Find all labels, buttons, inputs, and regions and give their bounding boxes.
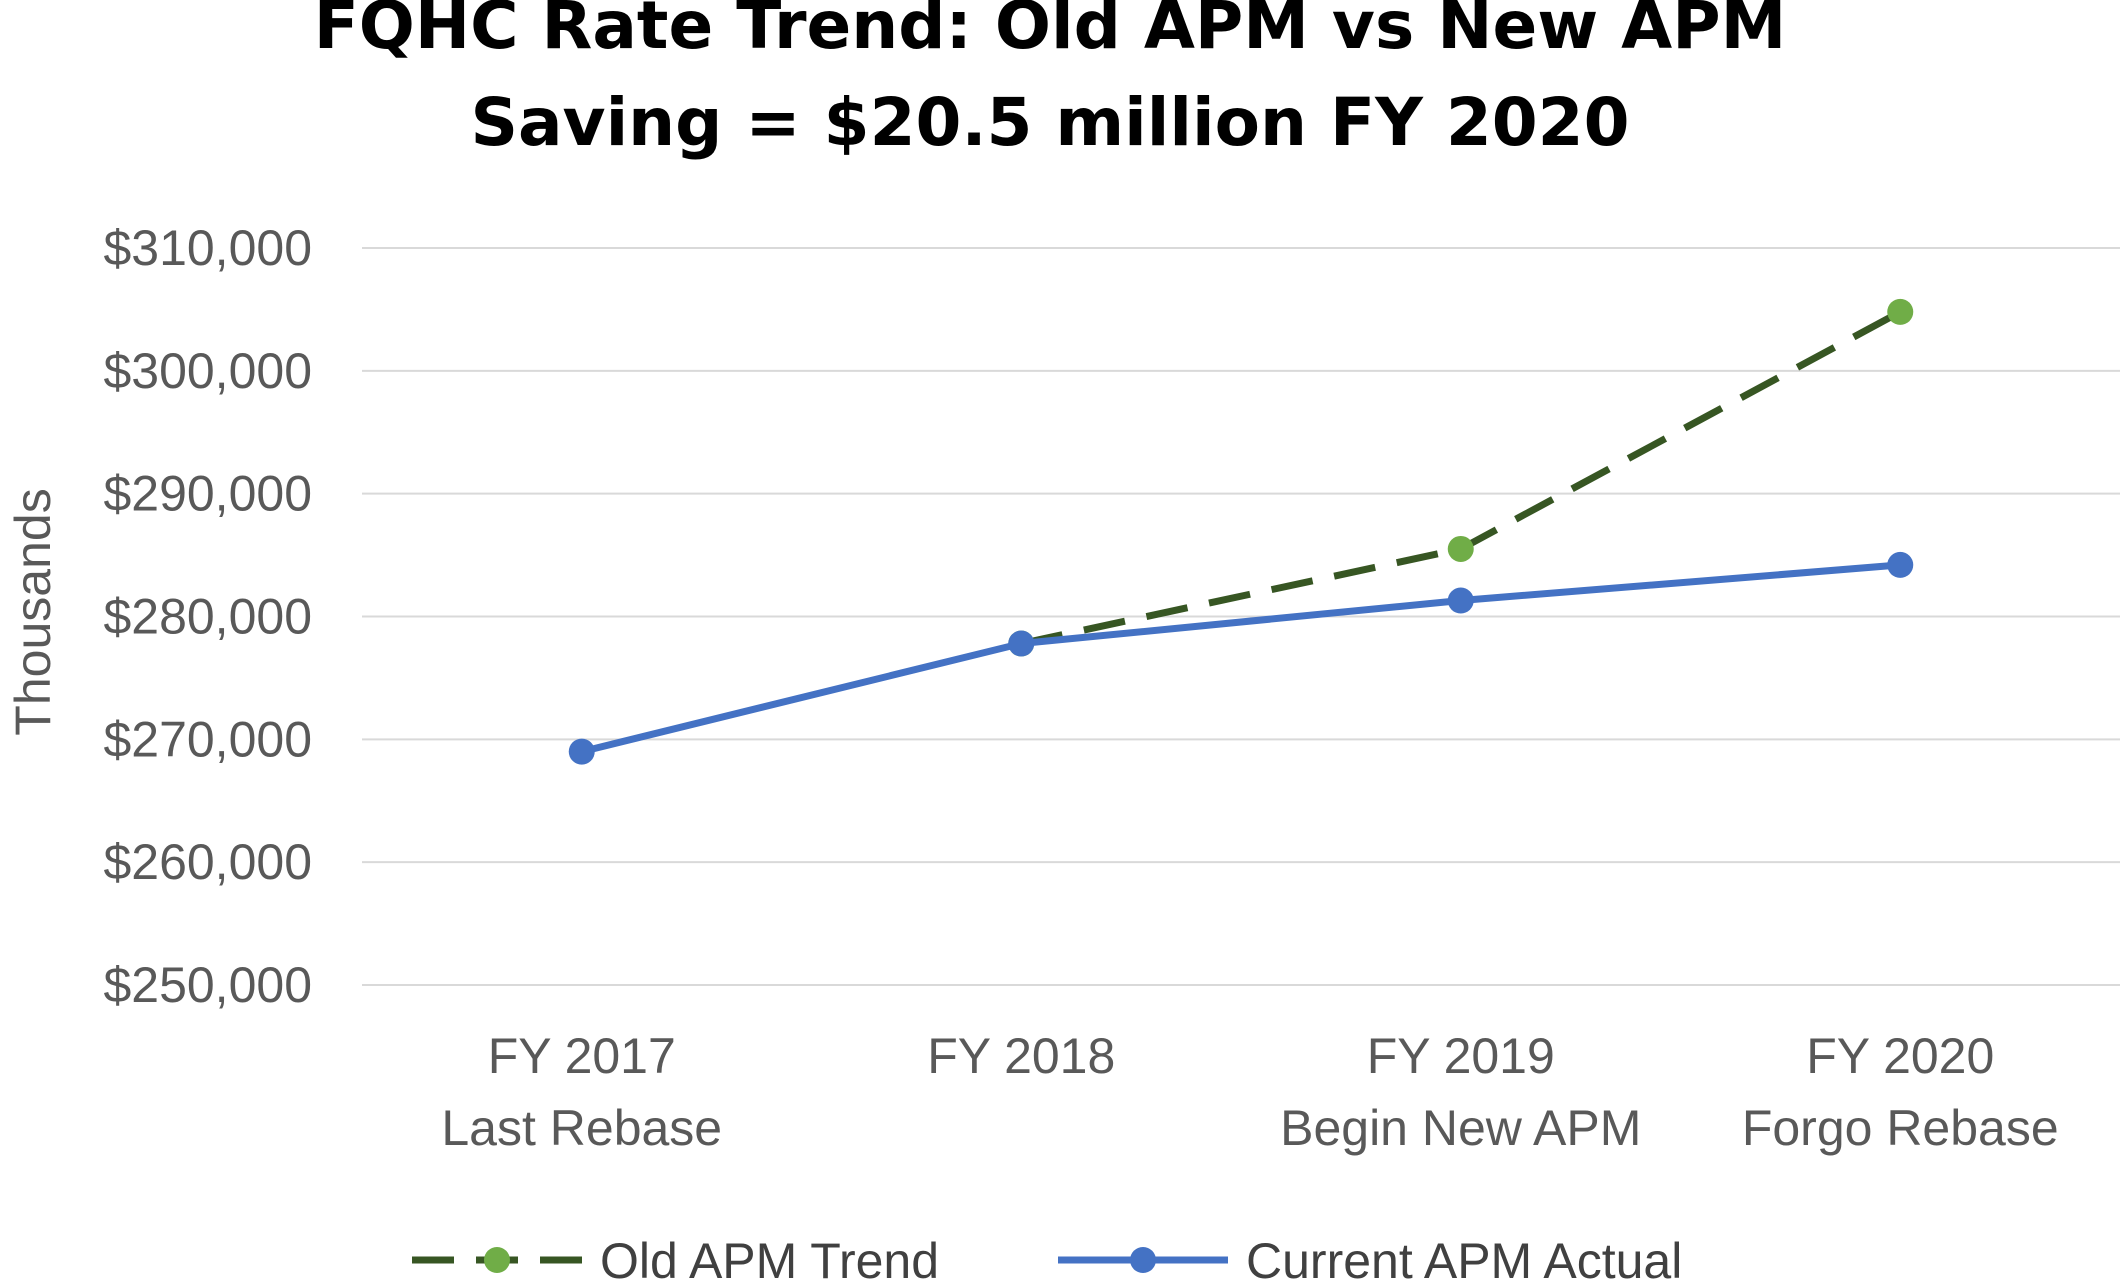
series-lines [569, 299, 1914, 765]
legend-label: Old APM Trend [600, 1233, 939, 1283]
y-axis-ticks: $250,000 $260,000 $270,000 $280,000 $290,000… [103, 220, 312, 1013]
legend-swatch-marker [1130, 1247, 1156, 1273]
legend-label: Current APM Actual [1246, 1233, 1682, 1283]
y-tick-label: $270,000 [103, 711, 312, 767]
y-axis-label: Thousands [5, 488, 61, 735]
x-axis-ticks: FY 2017 Last Rebase FY 2018 FY 2019 Begin Ne… [441, 1028, 2058, 1156]
data-point [1887, 299, 1913, 325]
x-tick-label: FY 2017 [488, 1028, 676, 1084]
y-tick-label: $260,000 [103, 834, 312, 890]
x-tick-label: FY 2020 [1806, 1028, 1994, 1084]
y-tick-label: $290,000 [103, 466, 312, 522]
data-point [1448, 588, 1474, 614]
legend-swatch-marker [484, 1247, 510, 1273]
x-tick-sublabel: Last Rebase [441, 1100, 722, 1156]
data-point [569, 739, 595, 765]
line-chart: FQHC Rate Trend: Old APM vs New APM Savi… [0, 0, 2128, 1283]
x-tick-sublabel: Forgo Rebase [1742, 1100, 2059, 1156]
data-point [1448, 536, 1474, 562]
y-tick-label: $310,000 [103, 220, 312, 276]
chart-title-line1: FQHC Rate Trend: Old APM vs New APM [314, 0, 1787, 64]
x-tick-label: FY 2018 [927, 1028, 1115, 1084]
y-tick-label: $280,000 [103, 589, 312, 645]
legend: Old APM Trend Current APM Actual [412, 1233, 1682, 1283]
gridlines [362, 248, 2120, 985]
data-point [1008, 631, 1034, 657]
x-tick-label: FY 2019 [1367, 1028, 1555, 1084]
data-point [1887, 552, 1913, 578]
y-tick-label: $300,000 [103, 343, 312, 399]
y-tick-label: $250,000 [103, 957, 312, 1013]
x-tick-sublabel: Begin New APM [1280, 1100, 1641, 1156]
chart-title-line2: Saving = $20.5 million FY 2020 [470, 84, 1629, 161]
